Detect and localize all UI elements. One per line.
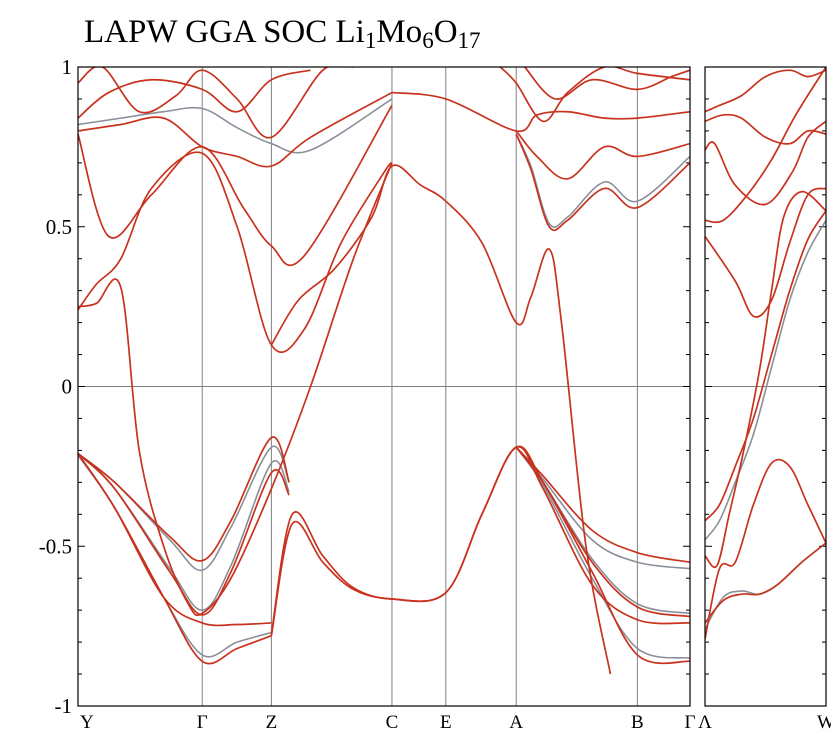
- band-line-0-19: [78, 98, 393, 154]
- title-text-1: Mo: [376, 14, 423, 50]
- ytick-label-3: 0.5: [46, 215, 72, 239]
- kpoint-label-0-0: Y: [80, 712, 94, 733]
- band-line-1-7: [705, 120, 826, 206]
- kpoint-label-0-7: Γ: [685, 712, 696, 733]
- title-sub-1: 1: [364, 28, 377, 53]
- band-line-0-7: [270, 445, 690, 636]
- band-line-1-0: [705, 542, 826, 624]
- band-line-0-16: [78, 151, 393, 353]
- band-line-0-6: [78, 445, 290, 572]
- kpoint-label-0-3: C: [386, 712, 399, 733]
- ytick-label-2: 0: [62, 375, 73, 399]
- band-line-1-9: [705, 113, 826, 145]
- band-line-1-1: [705, 542, 826, 630]
- band-line-0-24: [78, 67, 354, 139]
- kpoint-label-0-5: A: [509, 712, 523, 733]
- chart-title-prefix: LAPW GGA SOC Li: [84, 14, 365, 50]
- band-line-0-27: [499, 67, 690, 123]
- ytick-label-1: -0.5: [39, 534, 72, 558]
- band-line-0-17: [78, 104, 393, 267]
- title-sub-2: 6: [422, 28, 434, 53]
- band-line-0-25: [78, 69, 311, 119]
- band-line-1-10: [705, 67, 826, 224]
- band-line-0-22: [515, 130, 690, 180]
- kpoint-label-0-2: Z: [266, 712, 278, 733]
- band-line-0-3: [78, 452, 290, 616]
- band-line-0-11: [515, 446, 690, 618]
- title-text-2: O: [433, 14, 458, 50]
- band-line-0-20: [515, 133, 690, 232]
- kpoint-label-1-1: W: [817, 712, 831, 733]
- band-line-0-15: [270, 164, 612, 675]
- kpoint-label-1-0: Λ: [698, 712, 712, 733]
- kpoint-label-0-6: B: [631, 712, 644, 733]
- band-line-0-13: [515, 446, 690, 564]
- band-line-1-3: [705, 210, 826, 522]
- band-line-0-10: [515, 446, 690, 615]
- band-line-1-6: [705, 187, 826, 318]
- ytick-label-4: 1: [62, 55, 73, 79]
- band-line-0-21: [515, 133, 690, 228]
- bands-panel-0: [78, 67, 690, 675]
- kpoint-label-0-1: Γ: [197, 712, 208, 733]
- band-line-0-1: [78, 453, 272, 665]
- band-line-0-8: [270, 445, 690, 665]
- title-sub-3: 17: [457, 28, 481, 53]
- ytick-label-0: -1: [55, 694, 73, 718]
- band-line-0-23: [391, 91, 690, 132]
- band-line-0-18: [78, 91, 393, 168]
- kpoint-label-0-4: E: [440, 712, 452, 733]
- band-line-0-14: [78, 162, 393, 617]
- panel-frame-0: [77, 66, 691, 707]
- band-line-1-2: [705, 458, 826, 640]
- panel-frame-1: [704, 66, 827, 707]
- band-line-1-8: [705, 69, 826, 113]
- chart-title: LAPW GGA SOC Li1Mo6O17: [84, 14, 481, 54]
- band-line-0-5: [78, 436, 290, 562]
- band-line-1-5: [705, 190, 826, 568]
- band-line-0-12: [515, 446, 690, 570]
- band-line-1-4: [705, 219, 826, 541]
- bands-panel-1: [705, 67, 826, 640]
- band-line-0-26: [524, 67, 690, 100]
